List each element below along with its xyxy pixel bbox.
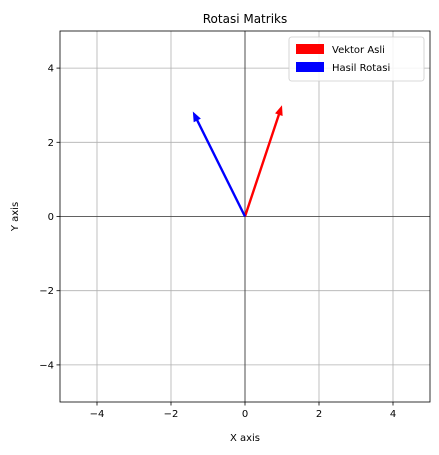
- vector-arrow-1: [243, 105, 283, 217]
- y-tick-label: 2: [48, 138, 54, 149]
- x-tick-label: 2: [316, 409, 322, 420]
- ticks: −4 −2 0 2 4 −4 −2 0 2 4: [39, 64, 396, 420]
- vector-arrow-2: [192, 111, 247, 218]
- legend-swatch-1: [296, 44, 324, 54]
- x-tick-label: 0: [242, 409, 248, 420]
- legend-box: [288, 36, 425, 82]
- y-axis-label: Y axis: [10, 202, 21, 232]
- y-tick-label: −4: [39, 360, 54, 371]
- y-tick-label: 0: [48, 212, 54, 223]
- legend-label-2: Hasil Rotasi: [332, 63, 390, 74]
- legend: Vektor Asli Hasil Rotasi: [288, 36, 425, 82]
- chart-title: Rotasi Matriks: [203, 12, 287, 26]
- legend-label-1: Vektor Asli: [332, 45, 385, 56]
- x-tick-label: −4: [90, 409, 105, 420]
- vectors: [192, 105, 283, 218]
- legend-swatch-2: [296, 62, 324, 72]
- x-axis-label: X axis: [230, 433, 260, 444]
- y-tick-label: −2: [39, 286, 54, 297]
- x-tick-label: 4: [390, 409, 396, 420]
- y-tick-label: 4: [48, 64, 54, 75]
- x-tick-label: −2: [164, 409, 179, 420]
